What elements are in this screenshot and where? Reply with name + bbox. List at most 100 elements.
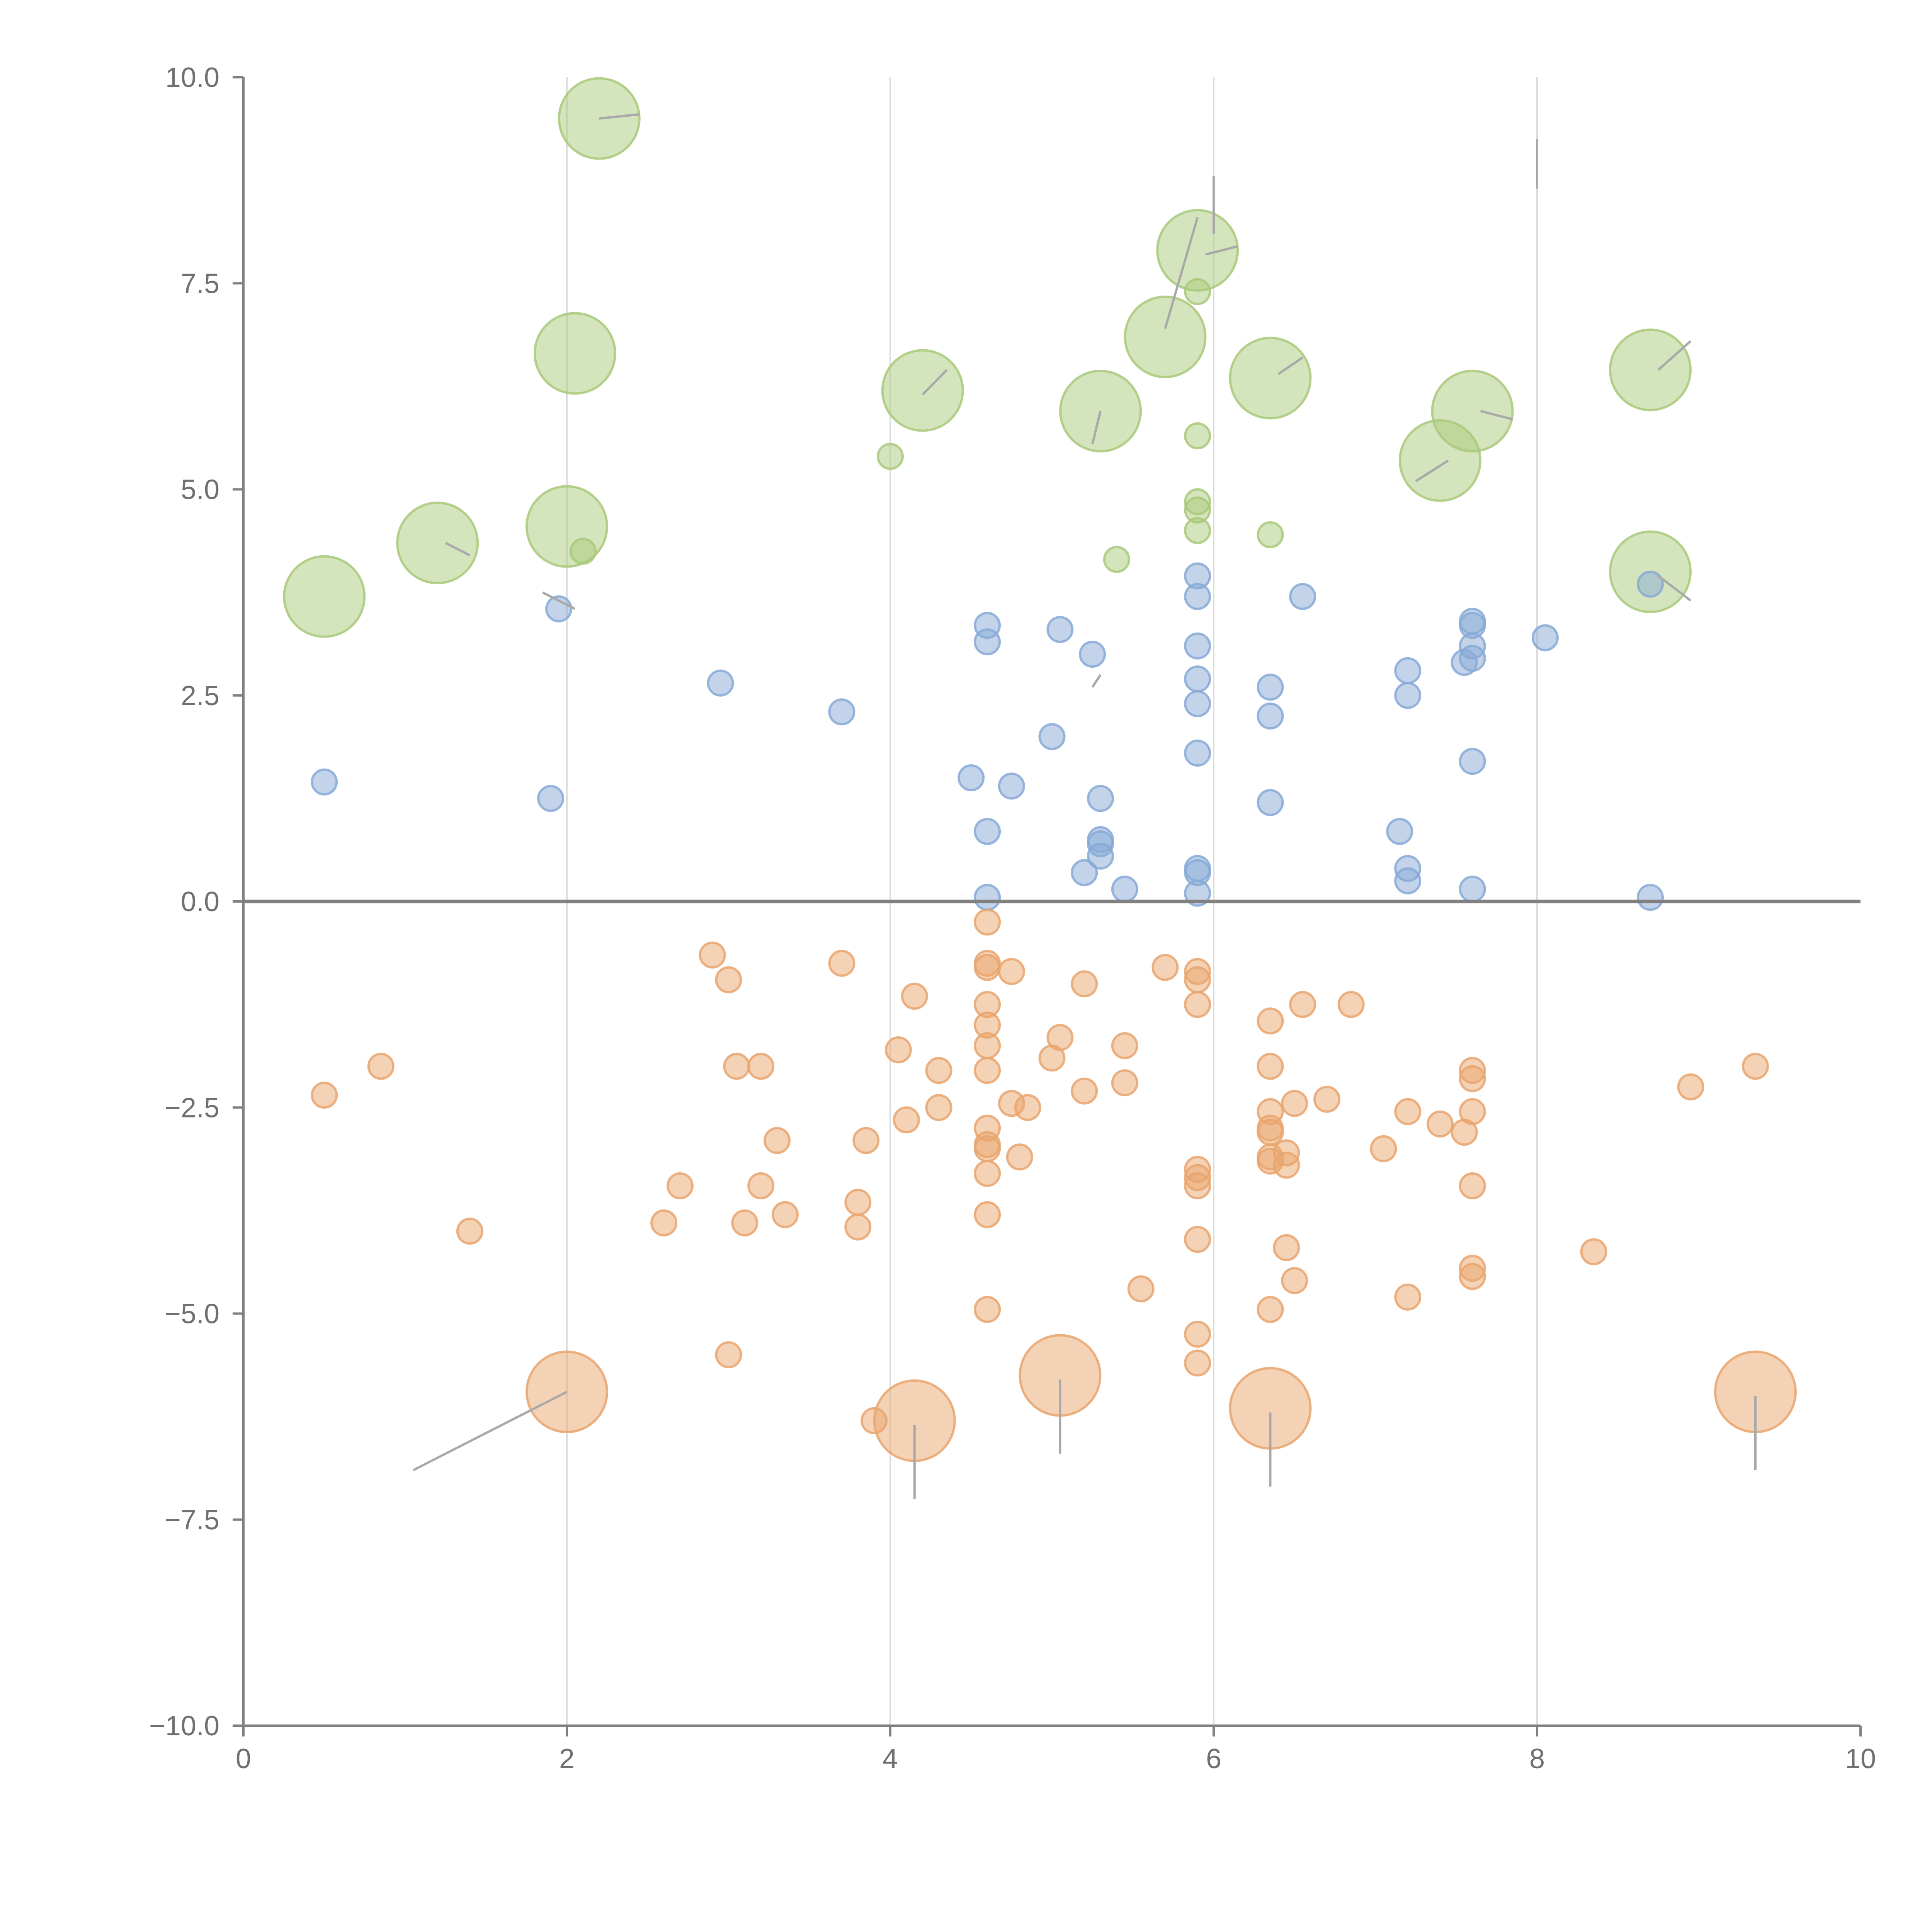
orange-bubble-55	[1184, 1226, 1211, 1253]
blue-bubble-35	[1394, 682, 1422, 709]
blue-bubble-28	[1184, 879, 1211, 907]
orange-bubble-29	[974, 1032, 1001, 1060]
green-bubble-5	[569, 537, 597, 565]
blue-bubble-9	[974, 884, 1001, 911]
leader-line-7	[1091, 411, 1102, 444]
green-bubble-16	[1103, 546, 1130, 573]
y-tick-label-8: 10.0	[165, 62, 219, 93]
blue-bubble-43	[1459, 748, 1486, 775]
blue-bubble-3	[707, 669, 734, 697]
green-bubble-7	[881, 349, 964, 432]
orange-bubble-72	[1313, 1085, 1340, 1113]
orange-bubble-39	[1014, 1094, 1041, 1121]
blue-bubble-0	[311, 768, 338, 796]
green-bubble-1	[533, 312, 616, 395]
orange-bubble-5	[699, 941, 726, 969]
orange-bubble-17	[844, 1213, 872, 1241]
blue-bubble-7	[974, 628, 1001, 656]
orange-bubble-15	[844, 1189, 872, 1216]
orange-bubble-1	[367, 1053, 395, 1080]
orange-bubble-34	[974, 1160, 1001, 1187]
blue-bubble-22	[1184, 632, 1211, 660]
orange-bubble-16	[852, 1127, 880, 1154]
blue-bubble-23	[1184, 665, 1211, 693]
blue-bubble-47	[1636, 884, 1664, 911]
x-tick-label-1: 2	[559, 1743, 575, 1774]
blue-bubble-30	[1257, 702, 1284, 730]
blue-bubble-5	[957, 764, 985, 792]
orange-bubble-70	[1281, 1267, 1308, 1294]
orange-bubble-59	[1257, 1053, 1284, 1080]
blue-bubble-33	[1386, 818, 1413, 845]
orange-bubble-81	[1459, 1098, 1486, 1125]
green-bubble-2	[396, 502, 479, 585]
orange-bubble-3	[650, 1209, 678, 1236]
leader-line-6	[922, 369, 948, 396]
green-bubble-18	[1257, 521, 1284, 548]
orange-bubble-11	[731, 1209, 759, 1236]
blue-bubble-10	[998, 772, 1025, 800]
leader-line-13	[1657, 340, 1692, 371]
blue-bubble-18	[1071, 859, 1098, 886]
orange-bubble-0	[311, 1082, 338, 1109]
blue-bubble-24	[1184, 690, 1211, 718]
orange-bubble-87	[1742, 1053, 1769, 1080]
orange-bubble-13	[715, 1341, 742, 1369]
orange-bubble-67	[1273, 1151, 1300, 1179]
orange-bubble-75	[1394, 1098, 1422, 1125]
leader-line-14	[1658, 575, 1692, 602]
blue-bubble-45	[1531, 624, 1559, 651]
orange-bubble-43	[1071, 970, 1098, 998]
orange-bubble-36	[974, 1296, 1001, 1323]
ticks: 0 2 4 6 8 10 −10.0 −7.5 −5.0 −2.5 0.0 2.5 5.0 7.5 10.0	[149, 62, 1876, 1774]
orange-bubble-23	[925, 1094, 952, 1121]
orange-bubble-68	[1273, 1234, 1300, 1261]
orange-bubble-62	[1257, 1119, 1284, 1146]
blue-bubble-32	[1289, 583, 1316, 610]
orange-bubble-10	[764, 1127, 791, 1154]
leader-line-15	[445, 542, 471, 556]
orange-bubble-50	[1184, 966, 1211, 993]
x-tick-label-5: 10	[1845, 1743, 1876, 1774]
orange-bubble-47	[1127, 1275, 1155, 1303]
orange-bubble-35	[974, 1201, 1001, 1228]
orange-bubble-51	[1184, 991, 1211, 1018]
orange-bubble-82	[1459, 1172, 1486, 1199]
orange-bubble-48	[1151, 954, 1179, 981]
orange-bubble-45	[1111, 1032, 1138, 1060]
blue-bubble-14	[1087, 785, 1114, 812]
orange-bubble-20	[893, 1106, 920, 1134]
orange-bubble-57	[1184, 1349, 1211, 1377]
x-tick-label-4: 8	[1529, 1743, 1545, 1774]
orange-bubble-6	[715, 966, 742, 993]
blue-bubble-37	[1394, 867, 1422, 895]
blue-bubble-4	[828, 698, 855, 726]
orange-bubble-54	[1184, 1172, 1211, 1199]
green-bubble-15	[1184, 517, 1211, 544]
orange-bubble-19	[884, 1036, 912, 1063]
orange-bubble-24	[974, 908, 1001, 936]
y-tick-label-7: 7.5	[181, 268, 219, 299]
orange-bubble-56	[1184, 1320, 1211, 1348]
green-bubble-20	[1431, 369, 1514, 452]
blue-bubble-12	[1046, 616, 1074, 643]
orange-bubble-73	[1337, 991, 1365, 1018]
orange-bubble-22	[925, 1057, 952, 1084]
bubbles	[283, 77, 1797, 1462]
blue-bubble-31	[1257, 789, 1284, 816]
blue-bubble-29	[1257, 673, 1284, 701]
leader-lines	[413, 113, 1757, 1499]
blue-bubble-46	[1636, 570, 1664, 598]
orange-bubble-44	[1071, 1077, 1098, 1105]
green-bubble-11	[1184, 278, 1211, 305]
leader-line-0	[413, 1391, 568, 1471]
x-tick-label-3: 6	[1206, 1743, 1221, 1774]
y-tick-label-5: 2.5	[181, 680, 219, 711]
orange-bubble-7	[723, 1053, 750, 1080]
green-bubble-9	[1124, 295, 1207, 378]
orange-bubble-46	[1111, 1069, 1138, 1097]
y-tick-label-3: −2.5	[165, 1092, 219, 1123]
blue-bubble-8	[974, 818, 1001, 845]
orange-bubble-86	[1677, 1073, 1704, 1100]
orange-bubble-58	[1257, 1007, 1284, 1035]
